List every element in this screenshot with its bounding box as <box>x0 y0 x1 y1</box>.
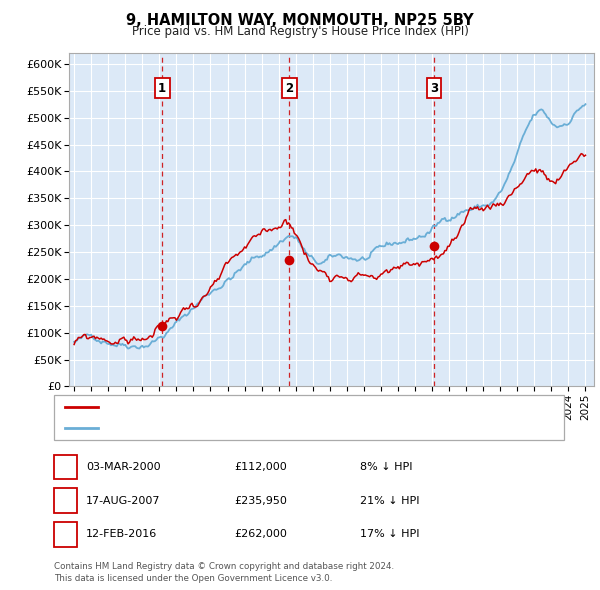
Text: 8% ↓ HPI: 8% ↓ HPI <box>360 462 413 472</box>
Text: 1: 1 <box>158 81 166 94</box>
Text: £235,950: £235,950 <box>234 496 287 506</box>
Text: £262,000: £262,000 <box>234 529 287 539</box>
Text: 2: 2 <box>286 81 293 94</box>
Text: HPI: Average price, detached house, Monmouthshire: HPI: Average price, detached house, Monm… <box>103 424 377 433</box>
Text: 21% ↓ HPI: 21% ↓ HPI <box>360 496 419 506</box>
Text: 9, HAMILTON WAY, MONMOUTH, NP25 5BY: 9, HAMILTON WAY, MONMOUTH, NP25 5BY <box>126 13 474 28</box>
Text: 03-MAR-2000: 03-MAR-2000 <box>86 462 160 472</box>
Text: 17-AUG-2007: 17-AUG-2007 <box>86 496 160 506</box>
Text: 3: 3 <box>61 527 70 541</box>
Text: Price paid vs. HM Land Registry's House Price Index (HPI): Price paid vs. HM Land Registry's House … <box>131 25 469 38</box>
Text: £112,000: £112,000 <box>234 462 287 472</box>
Text: 12-FEB-2016: 12-FEB-2016 <box>86 529 157 539</box>
Text: Contains HM Land Registry data © Crown copyright and database right 2024.
This d: Contains HM Land Registry data © Crown c… <box>54 562 394 583</box>
Text: 9, HAMILTON WAY, MONMOUTH, NP25 5BY (detached house): 9, HAMILTON WAY, MONMOUTH, NP25 5BY (det… <box>103 402 416 412</box>
Text: 1: 1 <box>61 460 70 474</box>
Text: 2: 2 <box>61 494 70 507</box>
Text: 17% ↓ HPI: 17% ↓ HPI <box>360 529 419 539</box>
Text: 3: 3 <box>430 81 438 94</box>
